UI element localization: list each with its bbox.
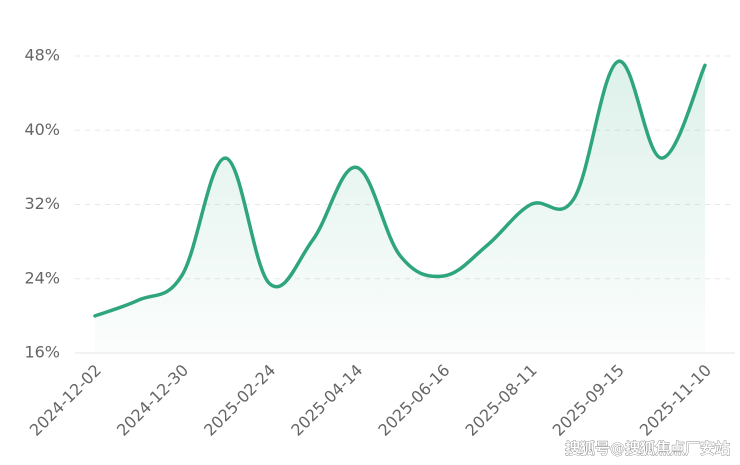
x-tick-label: 2025-06-16 [374,361,453,440]
x-tick-label: 2025-04-14 [287,361,366,440]
y-tick-label: 40% [24,120,60,139]
line [93,59,707,318]
watermark: 搜狐号@搜狐焦点厂安站 [565,440,730,458]
x-tick-label: 2025-11-10 [636,361,715,440]
x-tick-label: 2024-12-30 [113,361,192,440]
x-tick-label: 2025-09-15 [549,361,628,440]
x-tick-label: 2025-08-11 [462,361,541,440]
y-tick-label: 24% [24,268,60,287]
y-tick-label: 32% [24,194,60,213]
y-tick-label: 48% [24,46,60,65]
x-tick-label: 2025-02-24 [200,361,279,440]
x-tick-label: 2024-12-02 [26,361,105,440]
y-tick-label: 16% [24,343,60,362]
area [95,61,705,354]
